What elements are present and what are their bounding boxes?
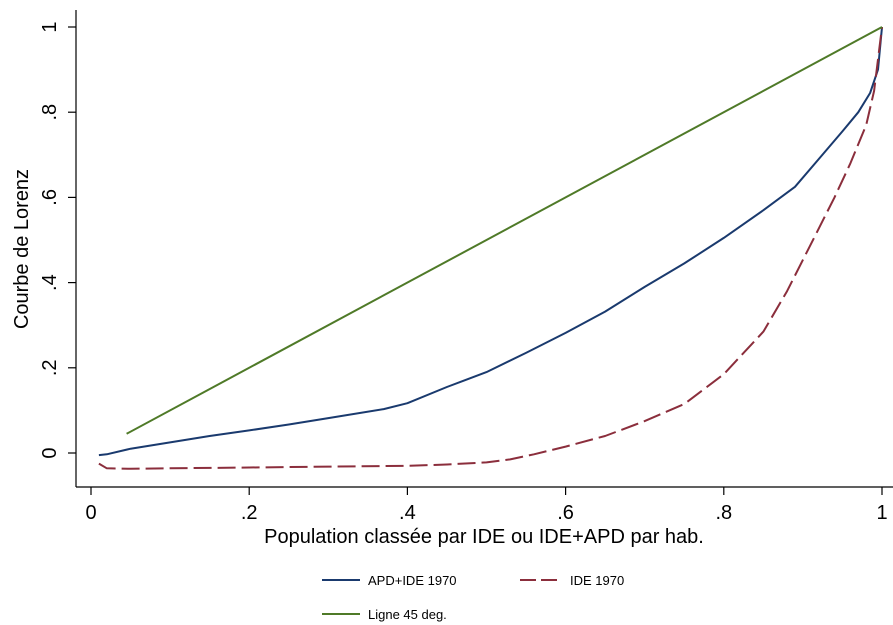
y-tick-label: 0 [39, 447, 61, 458]
y-tick-label: .2 [39, 359, 61, 376]
legend: APD+IDE 1970 IDE 1970 Ligne 45 deg. [322, 573, 624, 622]
y-tick-label: .4 [39, 274, 61, 291]
y-tick-label: 1 [39, 21, 61, 32]
x-tick-label: 1 [876, 502, 887, 524]
series-line-0 [98, 26, 883, 457]
x-ticks: 0 .2 .4 .6 .8 1 [85, 487, 888, 524]
x-tick-label: 0 [85, 502, 96, 524]
series-line-1 [98, 26, 883, 470]
y-axis-title: Courbe de Lorenz [11, 169, 33, 329]
x-tick-label: .2 [241, 502, 258, 524]
x-tick-label: .4 [399, 502, 416, 524]
series-line-2 [126, 26, 883, 435]
legend-label-45deg: Ligne 45 deg. [368, 607, 447, 622]
x-tick-label: .6 [557, 502, 574, 524]
legend-label-ide: IDE 1970 [570, 573, 624, 588]
x-axis-title: Population classée par IDE ou IDE+APD pa… [264, 526, 704, 548]
y-tick-label: .8 [39, 104, 61, 121]
y-tick-label: .6 [39, 189, 61, 206]
legend-label-apd-ide: APD+IDE 1970 [368, 573, 457, 588]
axes [75, 10, 893, 488]
y-ticks: 0 .2 .4 .6 .8 1 [39, 21, 76, 459]
x-tick-label: .8 [715, 502, 732, 524]
series-lines [98, 26, 883, 470]
